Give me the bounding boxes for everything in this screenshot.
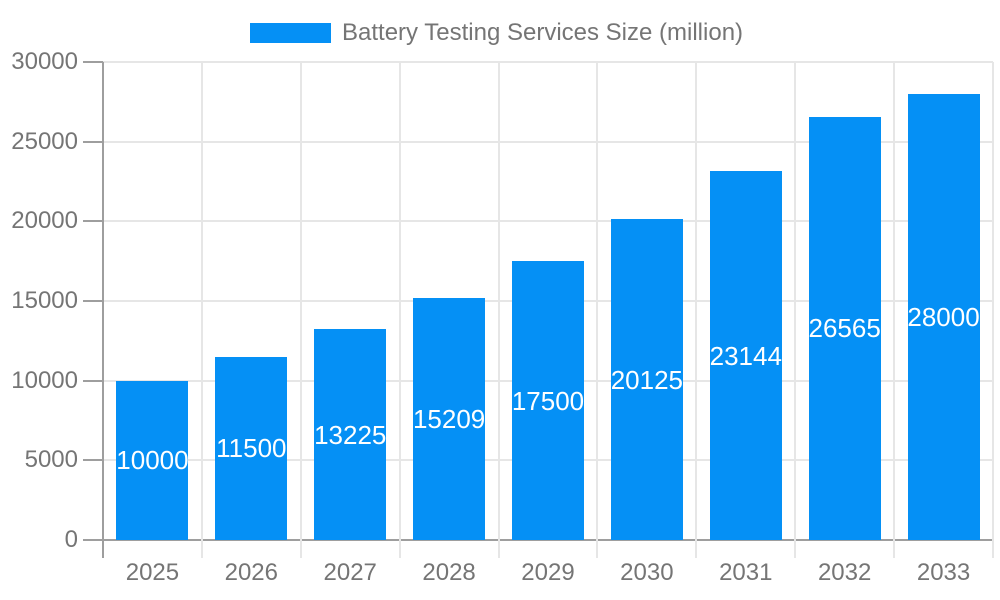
x-axis-label: 2032 — [817, 559, 872, 586]
bar[interactable] — [808, 116, 881, 540]
bar[interactable] — [413, 297, 486, 540]
y-axis-label: 25000 — [11, 127, 78, 155]
gridline-h — [103, 61, 993, 63]
gridline-v — [893, 62, 896, 558]
y-axis-line — [102, 62, 104, 558]
y-axis-tick — [83, 140, 103, 143]
x-axis-label: 2028 — [422, 559, 476, 586]
x-axis-label: 2031 — [719, 559, 773, 586]
x-axis-line — [103, 539, 993, 541]
gridline-h — [103, 220, 993, 223]
x-axis-label: 2026 — [224, 559, 278, 586]
y-axis-tick — [83, 459, 103, 462]
bar[interactable] — [610, 219, 683, 540]
gridline-h — [103, 140, 993, 143]
y-axis-label: 5000 — [24, 446, 78, 474]
gridline-v — [497, 62, 500, 558]
bar[interactable] — [709, 171, 782, 540]
bar[interactable] — [116, 380, 189, 540]
y-axis-tick — [83, 300, 103, 302]
gridline-v — [992, 62, 994, 558]
x-axis-label: 2033 — [916, 559, 971, 586]
y-axis-label: 15000 — [11, 287, 78, 314]
x-axis-label: 2027 — [323, 559, 377, 586]
y-axis-label: 0 — [64, 526, 78, 553]
gridline-v — [299, 62, 302, 558]
chart-legend[interactable]: Battery Testing Services Size (million) — [250, 19, 744, 46]
gridline-v — [695, 62, 698, 558]
bar[interactable] — [314, 329, 387, 540]
x-axis-label: 2029 — [521, 559, 575, 586]
y-axis-tick — [83, 61, 103, 63]
y-axis-tick — [83, 539, 103, 541]
bar[interactable] — [512, 261, 584, 540]
legend-swatch-icon — [250, 23, 331, 43]
gridline-v — [596, 62, 599, 558]
legend-label: Battery Testing Services Size (million) — [342, 19, 744, 46]
x-axis-label: 2030 — [620, 559, 674, 586]
gridline-v — [794, 62, 797, 558]
gridline-v — [398, 62, 401, 558]
y-axis-label: 20000 — [11, 207, 78, 235]
bar[interactable] — [907, 93, 980, 540]
gridline-v — [200, 62, 203, 558]
x-axis-label: 2025 — [125, 559, 180, 586]
y-axis-label: 10000 — [11, 366, 78, 394]
bar[interactable] — [215, 356, 288, 540]
y-axis-tick — [83, 220, 103, 223]
y-axis-label: 30000 — [11, 48, 78, 75]
y-axis-tick — [83, 379, 103, 382]
